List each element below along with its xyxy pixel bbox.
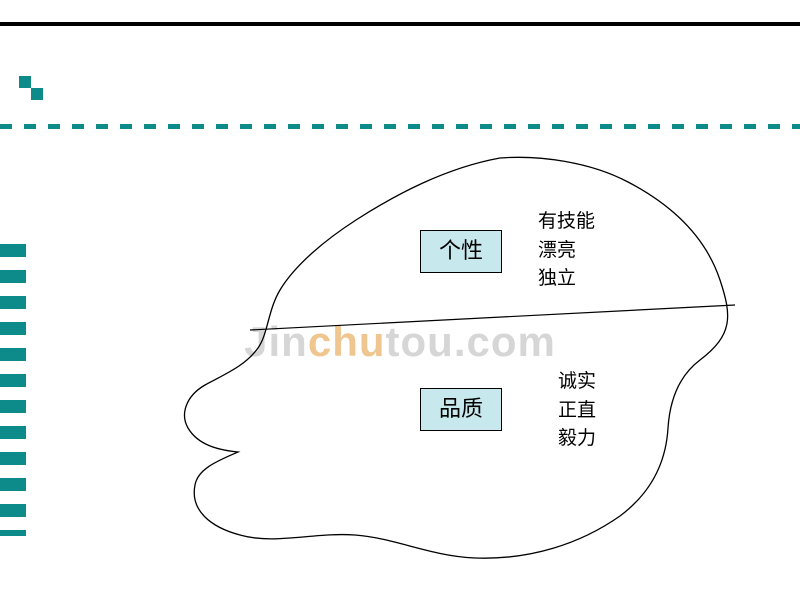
dashed-rule [0, 124, 800, 129]
side-stripes [0, 244, 26, 536]
box-character: 品质 [420, 388, 502, 431]
diagram-outline [185, 157, 728, 558]
diagram-divider [250, 305, 735, 330]
top-rule [0, 22, 800, 26]
attr-line: 漂亮 [538, 237, 595, 266]
attr-line: 正直 [558, 397, 596, 426]
attr-line: 有技能 [538, 208, 595, 237]
box-character-label: 品质 [439, 396, 483, 421]
character-attrs: 诚实 正直 毅力 [558, 368, 596, 454]
box-personality-label: 个性 [439, 238, 483, 263]
bullet-decorator [19, 76, 43, 100]
attr-line: 诚实 [558, 368, 596, 397]
attr-line: 毅力 [558, 425, 596, 454]
personality-attrs: 有技能 漂亮 独立 [538, 208, 595, 294]
attr-line: 独立 [538, 265, 595, 294]
box-personality: 个性 [420, 230, 502, 273]
iceberg-diagram: 个性 有技能 漂亮 独立 品质 诚实 正直 毅力 [140, 140, 760, 580]
